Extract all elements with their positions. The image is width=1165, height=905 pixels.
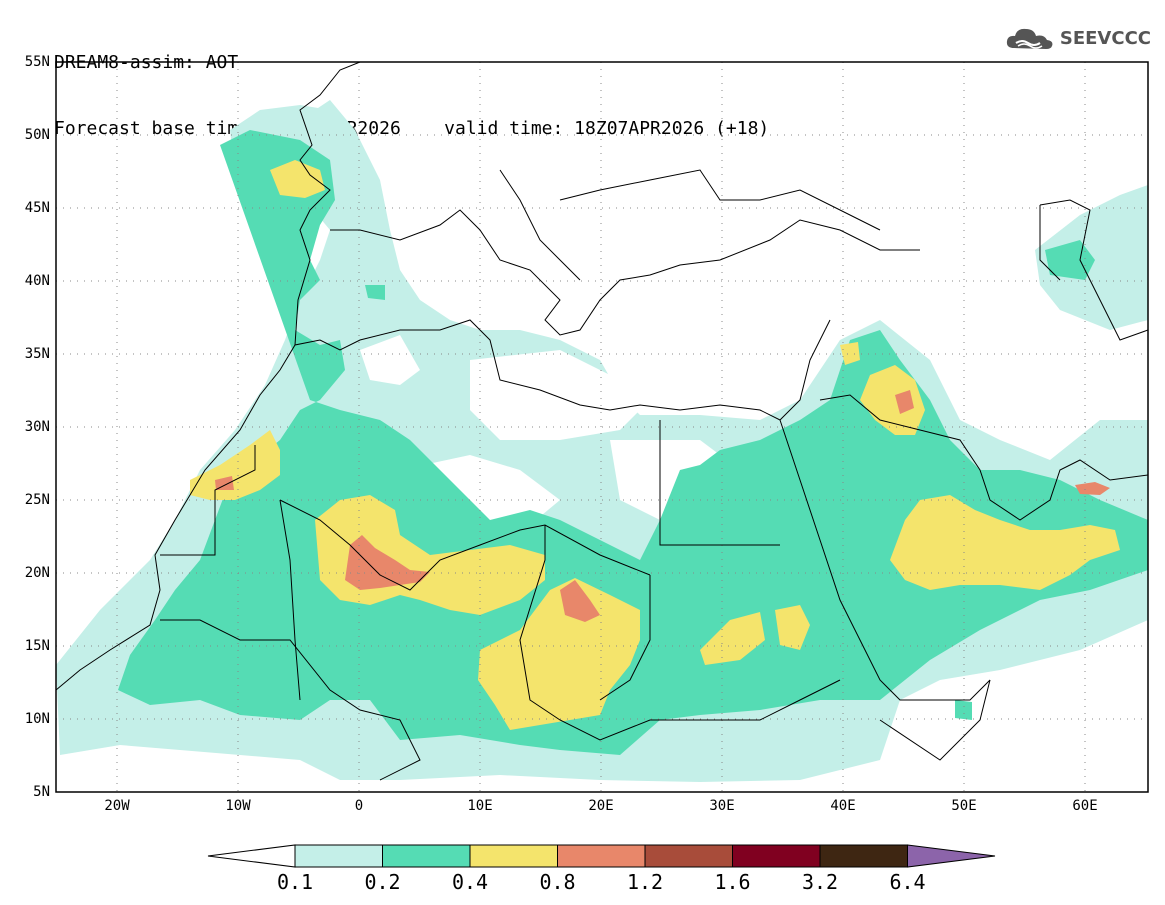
colorbar-segment-6: [732, 844, 821, 868]
colorbar-segment-5: [644, 844, 733, 868]
lon-label-10e: 10E: [467, 798, 493, 814]
seevccc-logo: SEEVCCC: [1004, 24, 1151, 52]
lon-label-60e: 60E: [1072, 798, 1098, 814]
lon-label-50e: 50E: [951, 798, 977, 814]
colorbar-label-1.2: 1.2: [626, 870, 664, 894]
valid-time: valid time: 18Z07APR2026 (+18): [444, 118, 770, 139]
time-line: Forecast base time: 00Z07APR2026 valid t…: [54, 118, 769, 140]
colorbar-label-3.2: 3.2: [801, 870, 839, 894]
aot-level-0.8: [215, 390, 1110, 622]
colorbar: [207, 844, 996, 868]
latitude-gridlines: [56, 134, 1148, 720]
title-block: DREAM8-assim: AOT Forecast base time: 00…: [54, 8, 769, 162]
lon-label-10w: 10W: [225, 798, 251, 814]
colorbar-label-1.6: 1.6: [714, 870, 751, 894]
lon-label-30e: 30E: [709, 798, 735, 814]
lat-label-50n: 50N: [24, 127, 50, 143]
lat-label-5n: 5N: [33, 784, 50, 800]
lat-label-10n: 10N: [24, 711, 50, 727]
colorbar-segment-1: [294, 844, 383, 868]
lat-label-25n: 25N: [24, 492, 50, 508]
lat-label-20n: 20N: [24, 565, 50, 581]
lon-label-20e: 20E: [588, 798, 614, 814]
logo-text: SEEVCCC: [1059, 27, 1151, 49]
lon-label-40e: 40E: [830, 798, 856, 814]
lat-label-30n: 30N: [24, 419, 50, 435]
colorbar-over: [907, 844, 996, 868]
aot-fields: [56, 62, 1148, 792]
colorbar-segment-2: [382, 844, 471, 868]
colorbar-under: [207, 844, 296, 868]
lon-label-20w: 20W: [104, 798, 130, 814]
colorbar-segment-3: [469, 844, 558, 868]
colorbar-label-0.1: 0.1: [276, 870, 314, 894]
cloud-icon: [1006, 28, 1053, 49]
lat-label-15n: 15N: [24, 638, 50, 654]
map-frame: [55, 61, 1149, 793]
lon-label-0: 0: [354, 798, 364, 814]
coastlines-borders: [56, 62, 1148, 781]
colorbar-label-0.8: 0.8: [539, 870, 576, 894]
colorbar-label-0.4: 0.4: [451, 870, 489, 894]
lat-label-45n: 45N: [24, 200, 50, 216]
lat-label-40n: 40N: [24, 273, 50, 289]
lat-label-55n: 55N: [24, 54, 50, 70]
colorbar-segment-4: [557, 844, 646, 868]
colorbar-label-0.2: 0.2: [364, 870, 401, 894]
colorbar-segment-7: [819, 844, 908, 868]
colorbar-label-6.4: 6.4: [889, 870, 926, 894]
lat-label-35n: 35N: [24, 346, 50, 362]
